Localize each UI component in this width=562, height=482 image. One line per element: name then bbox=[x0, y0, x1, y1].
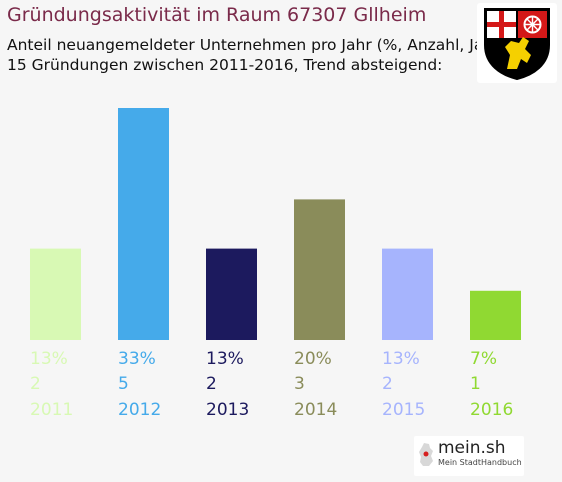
percent-label-2012: 33% bbox=[118, 349, 156, 369]
year-label-2013: 2013 bbox=[206, 400, 249, 420]
year-label-2016: 2016 bbox=[470, 400, 513, 420]
count-label-2015: 2 bbox=[382, 374, 393, 394]
year-label-2012: 2012 bbox=[118, 400, 161, 420]
count-label-2014: 3 bbox=[294, 374, 305, 394]
subtitle-line-1: Anteil neuangemeldeter Unternehmen pro J… bbox=[7, 36, 506, 54]
brand-name: mein.sh bbox=[438, 438, 506, 458]
coat-of-arms-icon bbox=[477, 3, 557, 83]
bar-2015 bbox=[382, 248, 433, 340]
chart-title: Gründungsaktivität im Raum 67307 Gllheim bbox=[7, 4, 427, 26]
brand-tagline: Mein StadtHandbuch bbox=[438, 458, 522, 467]
year-label-2014: 2014 bbox=[294, 400, 337, 420]
percent-label-2016: 7% bbox=[470, 349, 497, 369]
percent-label-2015: 13% bbox=[382, 349, 420, 369]
percent-label-2011: 13% bbox=[30, 349, 68, 369]
bar-2013 bbox=[206, 248, 257, 340]
germany-map-icon bbox=[419, 443, 433, 466]
count-label-2013: 2 bbox=[206, 374, 217, 394]
percent-label-2014: 20% bbox=[294, 349, 332, 369]
count-label-2011: 2 bbox=[30, 374, 41, 394]
year-label-2015: 2015 bbox=[382, 400, 425, 420]
percent-label-2013: 13% bbox=[206, 349, 244, 369]
count-label-2012: 5 bbox=[118, 374, 129, 394]
chart-subtitle: Anteil neuangemeldeter Unternehmen pro J… bbox=[7, 35, 506, 75]
subtitle-line-2: 15 Gründungen zwischen 2011-2016, Trend … bbox=[7, 56, 443, 74]
year-label-2011: 2011 bbox=[30, 400, 73, 420]
brand-logo: mein.sh Mein StadtHandbuch bbox=[414, 436, 524, 476]
bar-2014 bbox=[294, 199, 345, 340]
count-label-2016: 1 bbox=[470, 374, 481, 394]
bar-2016 bbox=[470, 290, 521, 340]
bar-2011 bbox=[30, 248, 81, 340]
bar-2012 bbox=[118, 108, 169, 340]
